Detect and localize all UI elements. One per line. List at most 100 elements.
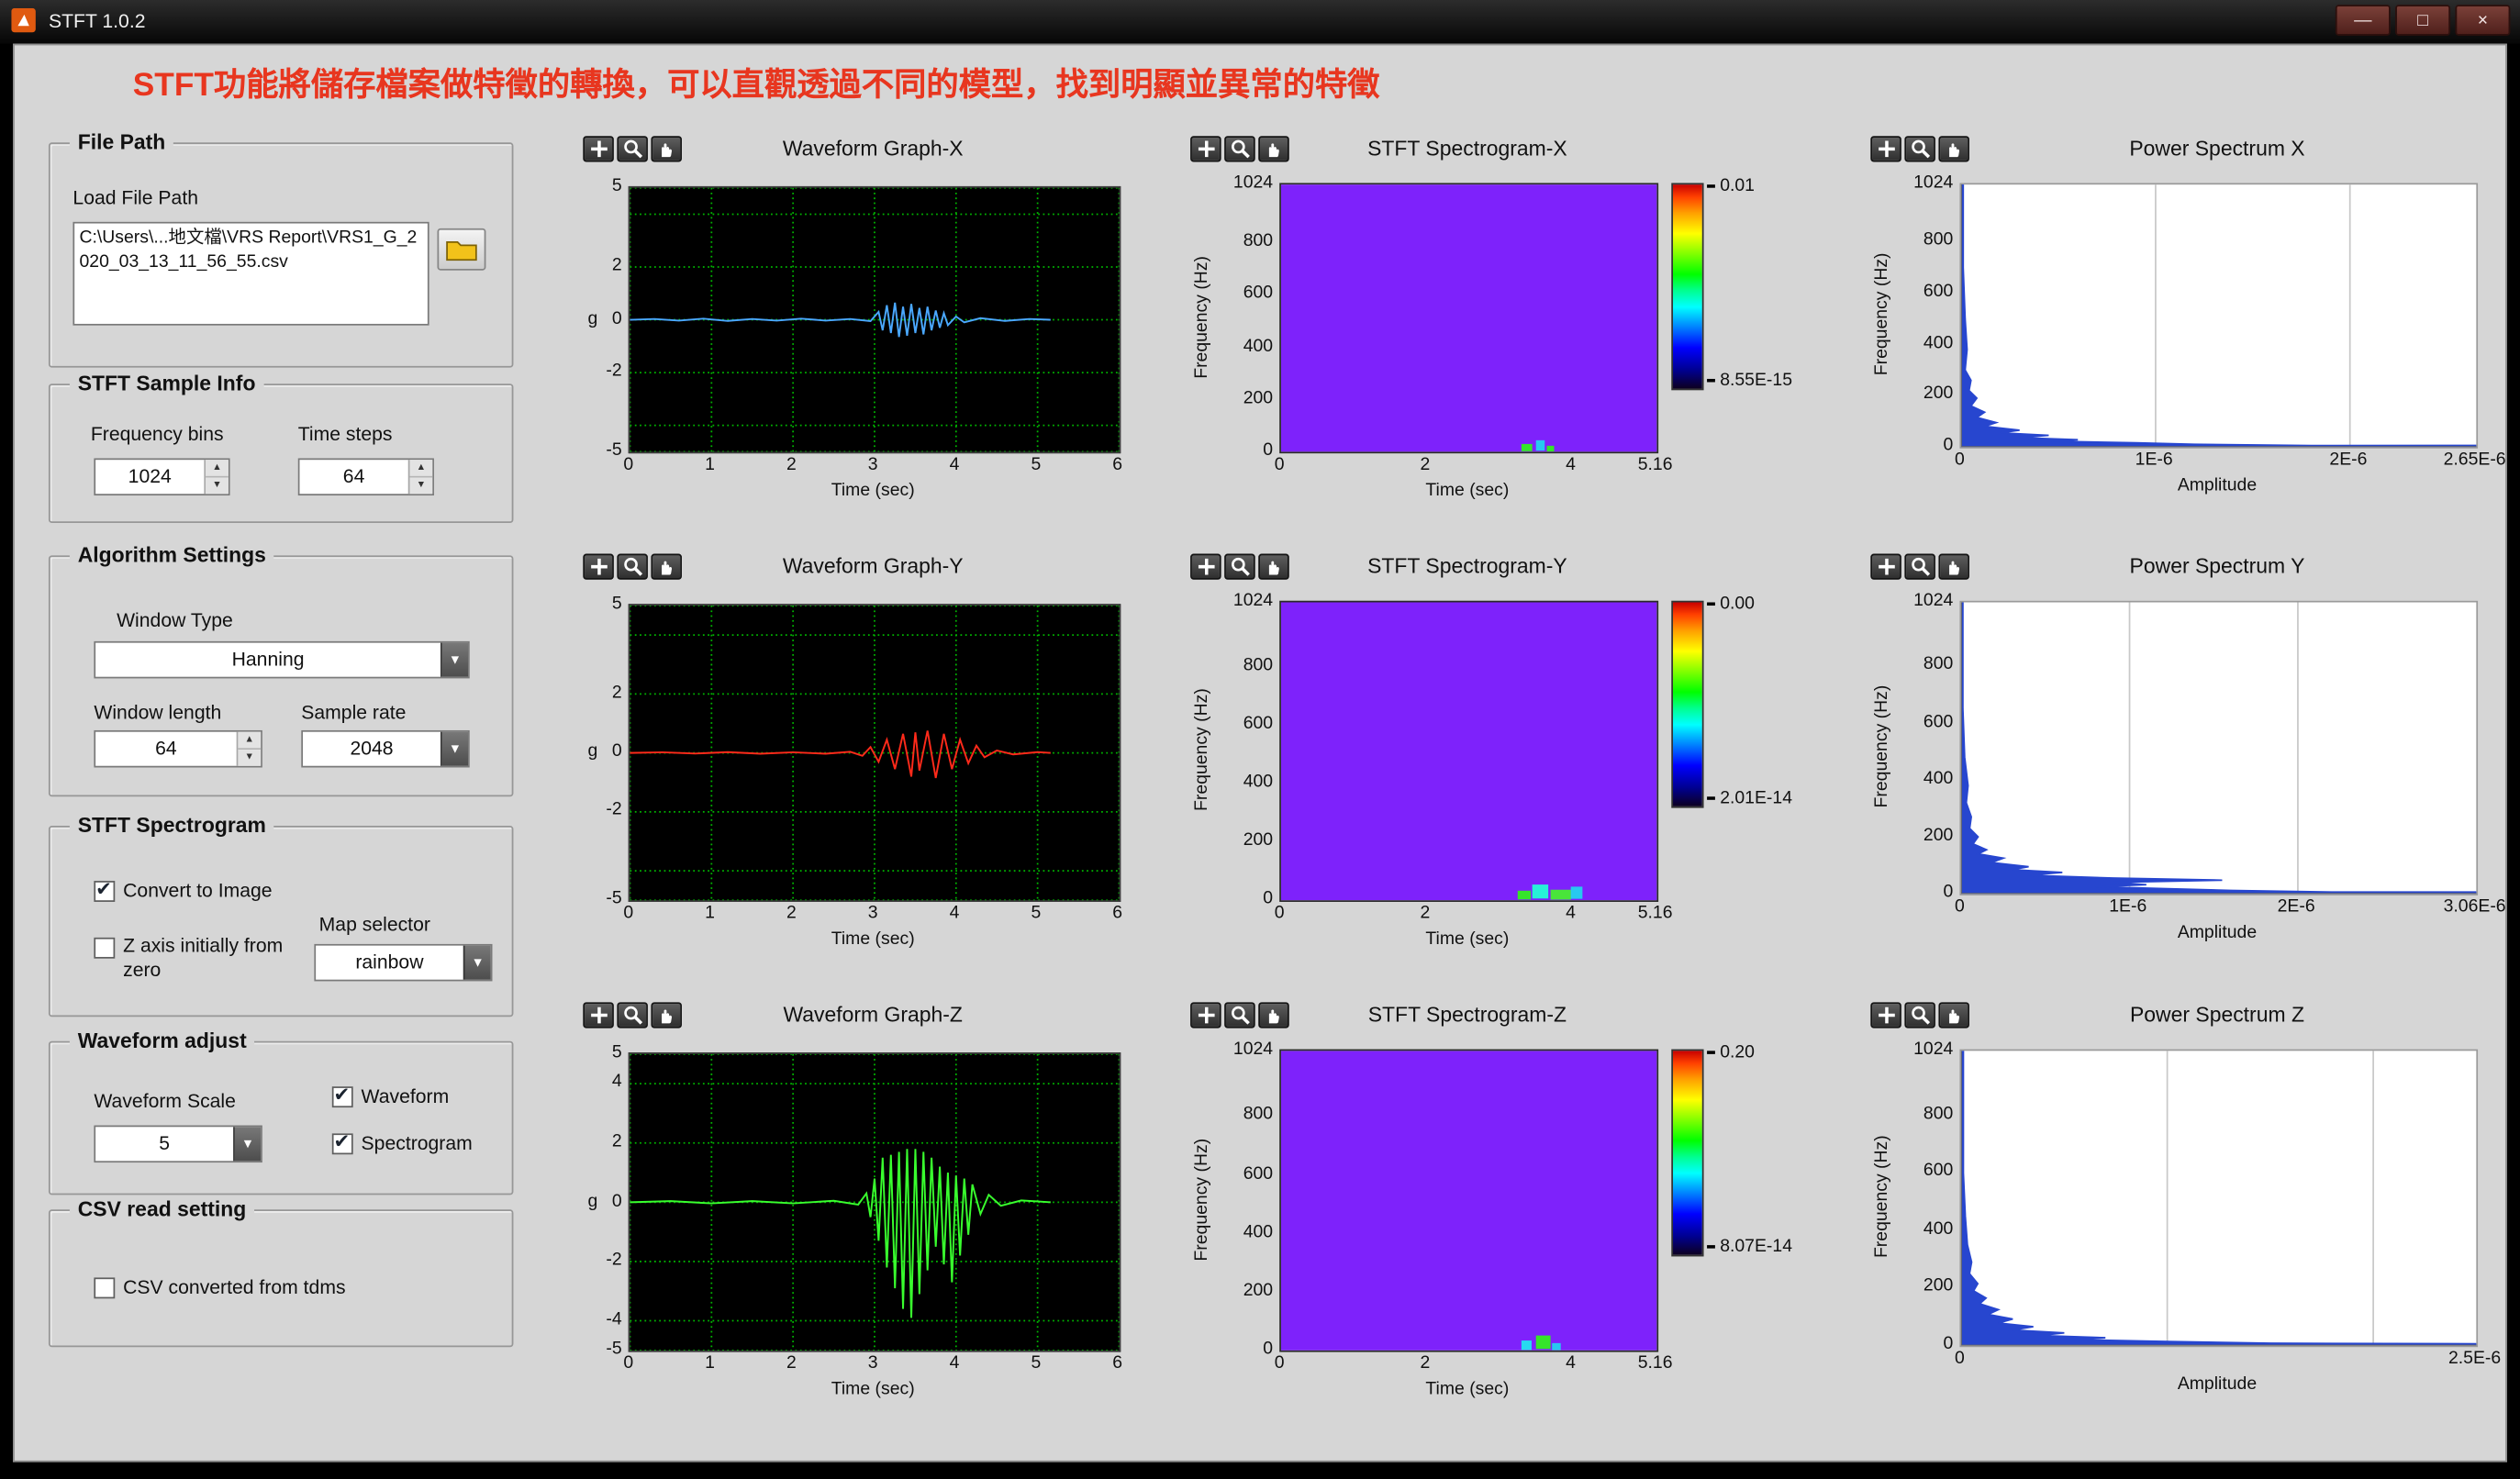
- x-tick-label: 1: [705, 454, 715, 475]
- zoom-tool-button[interactable]: [1904, 136, 1935, 162]
- x-tick-label: 2E-6: [2277, 896, 2315, 917]
- decrement-button[interactable]: ▼: [409, 477, 433, 495]
- waveform-checkbox-label: Waveform: [361, 1084, 450, 1108]
- cross-tool-icon: [1196, 1005, 1216, 1026]
- waveform-plot-area[interactable]: [628, 604, 1121, 902]
- y-tick-label: 200: [1243, 1280, 1274, 1300]
- power-plot-area[interactable]: [1959, 1049, 2479, 1348]
- app-icon: [11, 7, 36, 33]
- z-axis-from-zero-checkbox[interactable]: ✔: [94, 937, 116, 959]
- restore-button[interactable]: □: [2395, 5, 2451, 36]
- sample-rate-dropdown[interactable]: 2048 ▼: [301, 729, 470, 768]
- dropdown-arrow-icon[interactable]: ▼: [440, 731, 469, 766]
- z-axis-from-zero-label: Z axis initially from zero: [123, 934, 284, 982]
- csv-converted-checkbox[interactable]: ✔: [94, 1277, 116, 1299]
- pan-tool-button[interactable]: [651, 136, 682, 162]
- spectrogram-plot-area[interactable]: [1279, 600, 1659, 902]
- x-tick-label: 3.06E-6: [2443, 896, 2506, 917]
- y-axis-label: Frequency (Hz): [1191, 1137, 1212, 1261]
- zoom-tool-button[interactable]: [1224, 1002, 1255, 1029]
- window-type-label: Window Type: [117, 608, 233, 632]
- x-tick-label: 5: [1031, 1353, 1042, 1373]
- increment-button[interactable]: ▲: [409, 460, 433, 478]
- pan-tool-button[interactable]: [651, 1002, 682, 1029]
- x-axis-label: Amplitude: [2177, 475, 2258, 496]
- graph-title: Power Spectrum Y: [2129, 553, 2305, 579]
- pan-tool-button[interactable]: [1938, 1002, 1969, 1029]
- y-tick-label: 400: [1243, 773, 1274, 793]
- y-tick-label: 600: [1923, 1161, 1954, 1182]
- y-tick-label: 0: [611, 308, 622, 328]
- cross-tool-icon: [588, 557, 608, 577]
- waveform-scale-dropdown[interactable]: 5 ▼: [94, 1125, 262, 1163]
- file-path-input[interactable]: C:\Users\...地文檔\VRS Report\VRS1_G_2020_0…: [72, 221, 429, 326]
- waveform-scale-label: Waveform Scale: [94, 1089, 236, 1113]
- x-tick-label: 2: [786, 1353, 797, 1373]
- pan-tool-button[interactable]: [1258, 136, 1289, 162]
- y-tick-label: 1024: [1913, 1039, 1954, 1060]
- dropdown-arrow-icon[interactable]: ▼: [463, 945, 491, 980]
- spectrogram-plot-area[interactable]: [1279, 183, 1659, 454]
- zoom-tool-button[interactable]: [1904, 1002, 1935, 1029]
- move-tool-button[interactable]: [1190, 1002, 1221, 1029]
- zoom-tool-button[interactable]: [617, 136, 648, 162]
- move-tool-button[interactable]: [1870, 553, 1901, 580]
- move-tool-button[interactable]: [1190, 553, 1221, 580]
- move-tool-button[interactable]: [583, 1002, 614, 1029]
- window-type-dropdown[interactable]: Hanning ▼: [94, 640, 470, 679]
- increment-button[interactable]: ▲: [238, 731, 262, 751]
- waveform-plot-area[interactable]: [628, 1052, 1121, 1352]
- power-plot-area[interactable]: [1959, 600, 2479, 895]
- pan-tool-button[interactable]: [1258, 553, 1289, 580]
- move-tool-button[interactable]: [1870, 136, 1901, 162]
- zoom-tool-button[interactable]: [1904, 553, 1935, 580]
- convert-to-image-checkbox[interactable]: ✔: [94, 878, 116, 902]
- group-title: Algorithm Settings: [69, 542, 274, 567]
- x-tick-label: 5.16: [1637, 454, 1673, 475]
- y-tick-label: 600: [1243, 1163, 1274, 1184]
- dropdown-arrow-icon[interactable]: ▼: [440, 642, 469, 677]
- zoom-tool-button[interactable]: [1224, 553, 1255, 580]
- hand-icon: [661, 561, 672, 575]
- x-axis-label: Time (sec): [1425, 929, 1510, 950]
- frequency-bins-stepper[interactable]: 1024 ▲ ▼: [94, 458, 230, 496]
- x-tick-label: 0: [1954, 450, 1965, 470]
- window-length-value: 64: [155, 736, 177, 760]
- spectrogram-checkbox[interactable]: ✔: [331, 1130, 353, 1155]
- graph-toolbar: [1870, 1002, 1969, 1029]
- cross-tool-icon: [1876, 557, 1896, 577]
- move-tool-button[interactable]: [1190, 136, 1221, 162]
- decrement-button[interactable]: ▼: [206, 477, 229, 495]
- power-plot-area[interactable]: [1959, 183, 2479, 449]
- decrement-button[interactable]: ▼: [238, 750, 262, 766]
- zoom-tool-button[interactable]: [617, 553, 648, 580]
- pan-tool-button[interactable]: [1938, 553, 1969, 580]
- browse-button[interactable]: [437, 228, 486, 271]
- y-tick-label: 0: [1263, 888, 1274, 909]
- cross-tool-icon: [588, 139, 608, 159]
- increment-button[interactable]: ▲: [206, 460, 229, 478]
- pan-tool-button[interactable]: [1258, 1002, 1289, 1029]
- time-steps-stepper[interactable]: 64 ▲ ▼: [297, 458, 434, 496]
- pan-tool-button[interactable]: [651, 553, 682, 580]
- y-tick-label: -5: [606, 888, 622, 909]
- map-selector-dropdown[interactable]: rainbow ▼: [314, 943, 493, 982]
- move-tool-button[interactable]: [583, 136, 614, 162]
- waveform-plot-area[interactable]: [628, 185, 1121, 454]
- y-tick-label: 600: [1923, 282, 1954, 302]
- dropdown-arrow-icon[interactable]: ▼: [233, 1127, 262, 1162]
- close-button[interactable]: ×: [2455, 5, 2511, 36]
- move-tool-button[interactable]: [1870, 1002, 1901, 1029]
- minimize-button[interactable]: —: [2335, 5, 2391, 36]
- move-tool-button[interactable]: [583, 553, 614, 580]
- x-tick-label: 4: [1566, 1353, 1576, 1373]
- y-tick-label: 400: [1243, 1221, 1274, 1242]
- zoom-tool-button[interactable]: [617, 1002, 648, 1029]
- y-tick-label: -2: [606, 800, 622, 820]
- window-length-stepper[interactable]: 64 ▲ ▼: [94, 729, 262, 768]
- pan-tool-button[interactable]: [1938, 136, 1969, 162]
- spectrogram-plot-area[interactable]: [1279, 1049, 1659, 1352]
- waveform-checkbox[interactable]: ✔: [331, 1084, 353, 1108]
- x-tick-label: 0: [623, 454, 634, 475]
- zoom-tool-button[interactable]: [1224, 136, 1255, 162]
